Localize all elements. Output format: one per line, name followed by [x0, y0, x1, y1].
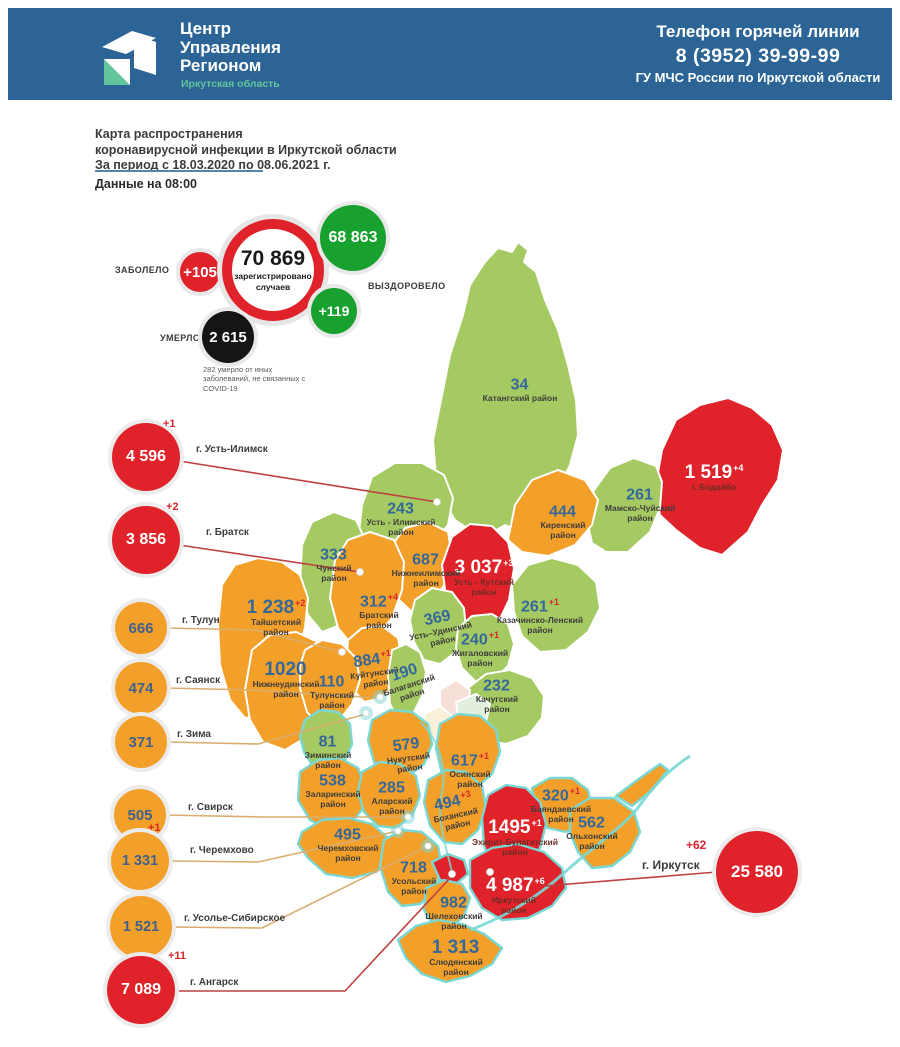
connector-usolye	[170, 845, 429, 929]
district-shape-kazachinsko-lensky	[511, 557, 601, 653]
district-shape-balagansky	[387, 643, 427, 721]
hotline-block: Телефон горячей линии 8 (3952) 39-99-99 …	[603, 22, 900, 85]
city-callout-label: г. Усть-Илимск	[196, 444, 268, 455]
logo-subtitle: Иркутская область	[181, 78, 280, 90]
district-shape-zhigalovsky	[455, 613, 515, 683]
recovered-circle: 68 863	[320, 205, 386, 271]
cur-logo-icon	[102, 31, 156, 85]
city-callout-label: г. Ангарск	[190, 977, 239, 988]
city-callout-label: г. Зима	[177, 729, 211, 740]
city-marker	[433, 498, 441, 506]
city-callout-circle: 1 331	[111, 832, 169, 890]
data-asof: Данные на 08:00	[95, 177, 198, 191]
city-marker	[338, 648, 346, 656]
city-marker	[486, 868, 494, 876]
district-shape-irkutsky	[468, 842, 568, 922]
connector-zima	[165, 713, 367, 745]
hotline-phone: 8 (3952) 39-99-99	[675, 45, 841, 67]
logo-title: Центр Управления Регионом	[180, 19, 281, 76]
city-callout-label: г. Тулун	[182, 615, 220, 626]
city-marker	[424, 842, 432, 850]
city-callout-circle: 505	[114, 789, 166, 841]
connector-ust-ilimsk	[178, 460, 438, 503]
city-callout-label: г. Усолье-Сибирское	[184, 913, 286, 924]
sick-delta-circle: +105	[180, 252, 220, 292]
city-marker	[394, 827, 402, 835]
district-shape-bodaybinsky	[654, 397, 784, 556]
district-shape-zalarinsky	[296, 756, 368, 832]
city-callout-circle: 25 580	[716, 831, 798, 913]
city-callout-label: г. Братск	[206, 527, 249, 538]
died-circle: 2 615	[202, 311, 254, 363]
hotline-label: Телефон горячей линии	[656, 22, 860, 41]
sick-label: ЗАБОЛЕЛО	[115, 265, 170, 275]
city-callout-delta: +1	[163, 418, 176, 430]
died-label: УМЕРЛО	[160, 333, 201, 343]
city-callout-delta: +1	[148, 822, 161, 834]
city-callout-delta: +62	[686, 838, 707, 852]
city-callout-label: г. Иркутск	[642, 858, 700, 872]
district-shape-nukutsky	[366, 708, 434, 778]
city-marker	[356, 568, 364, 576]
connector-angarsk	[174, 875, 453, 992]
city-marker	[362, 709, 370, 717]
total-cases-value: 70 869	[240, 247, 306, 271]
district-shape-bokhansky	[422, 768, 488, 846]
connector-cheremkhovo	[167, 830, 399, 863]
angara-river	[419, 721, 453, 873]
total-cases-caption: зарегистрировано случаев	[234, 271, 312, 292]
city-callout-label: г. Свирск	[188, 802, 233, 813]
page-title: Карта распространения коронавирусной инф…	[95, 127, 397, 174]
connector-tulun	[165, 627, 343, 653]
city-callout-circle: 7 089	[107, 956, 175, 1024]
title-line2: коронавирусной инфекции в Иркутской обла…	[95, 142, 397, 157]
connector-svirsk	[164, 814, 408, 818]
city-callout-circle: 1 521	[110, 896, 172, 958]
district-shape-kirensky	[507, 469, 599, 557]
logo-line2: Управления	[180, 37, 281, 57]
district-shape-ust-udinsky	[409, 587, 467, 665]
header-bar: Центр Управления Регионом Иркутская обла…	[8, 8, 892, 100]
connector-bratsk	[178, 544, 361, 573]
hotline-org: ГУ МЧС России по Иркутской области	[635, 70, 881, 85]
district-shape-tulunsky	[299, 639, 361, 727]
district-shape-slyudyansky	[396, 918, 504, 984]
recovered-delta-circle: +119	[311, 288, 357, 334]
city-callout-circle: 371	[115, 716, 167, 768]
connector-irkutsk	[544, 871, 718, 887]
recovered-label: ВЫЗДОРОВЕЛО	[368, 281, 446, 291]
city-callout-circle: 666	[115, 602, 167, 654]
city-marker	[448, 870, 456, 878]
district-shape-mamsko-chuysky	[587, 457, 663, 553]
city-callout-circle: 3 856	[112, 506, 180, 574]
city-callout-circle: 4 596	[112, 423, 180, 491]
district-shape-shelekhovsky	[422, 878, 472, 930]
title-underline	[95, 170, 263, 172]
district-shape-bratsky	[329, 531, 405, 646]
title-line3: За период с 18.03.2020 по 08.06.2021 г.	[95, 158, 331, 173]
city-callout-circle: 474	[115, 662, 167, 714]
connector-sayansk	[165, 687, 381, 699]
died-footnote: 282 умерло от иных заболеваний, не связа…	[203, 365, 306, 393]
district-shape-olkhon-island	[614, 762, 670, 808]
city-callout-delta: +2	[166, 501, 179, 513]
logo-line3: Регионом	[180, 56, 262, 76]
city-callout-delta: +11	[168, 950, 187, 962]
city-marker	[404, 813, 412, 821]
district-shape-cheremkhovsky	[296, 816, 392, 880]
city-callout-label: г. Черемхово	[190, 845, 254, 856]
district-shape-olkhonsky	[568, 796, 642, 870]
city-marker	[376, 693, 384, 701]
logo-line1: Центр	[180, 19, 232, 38]
total-cases-circle: 70 869 зарегистрировано случаев	[222, 219, 324, 321]
lake-baikal-shoreline	[469, 754, 691, 932]
city-callout-label: г. Саянск	[176, 675, 221, 686]
title-line1: Карта распространения	[95, 127, 243, 141]
